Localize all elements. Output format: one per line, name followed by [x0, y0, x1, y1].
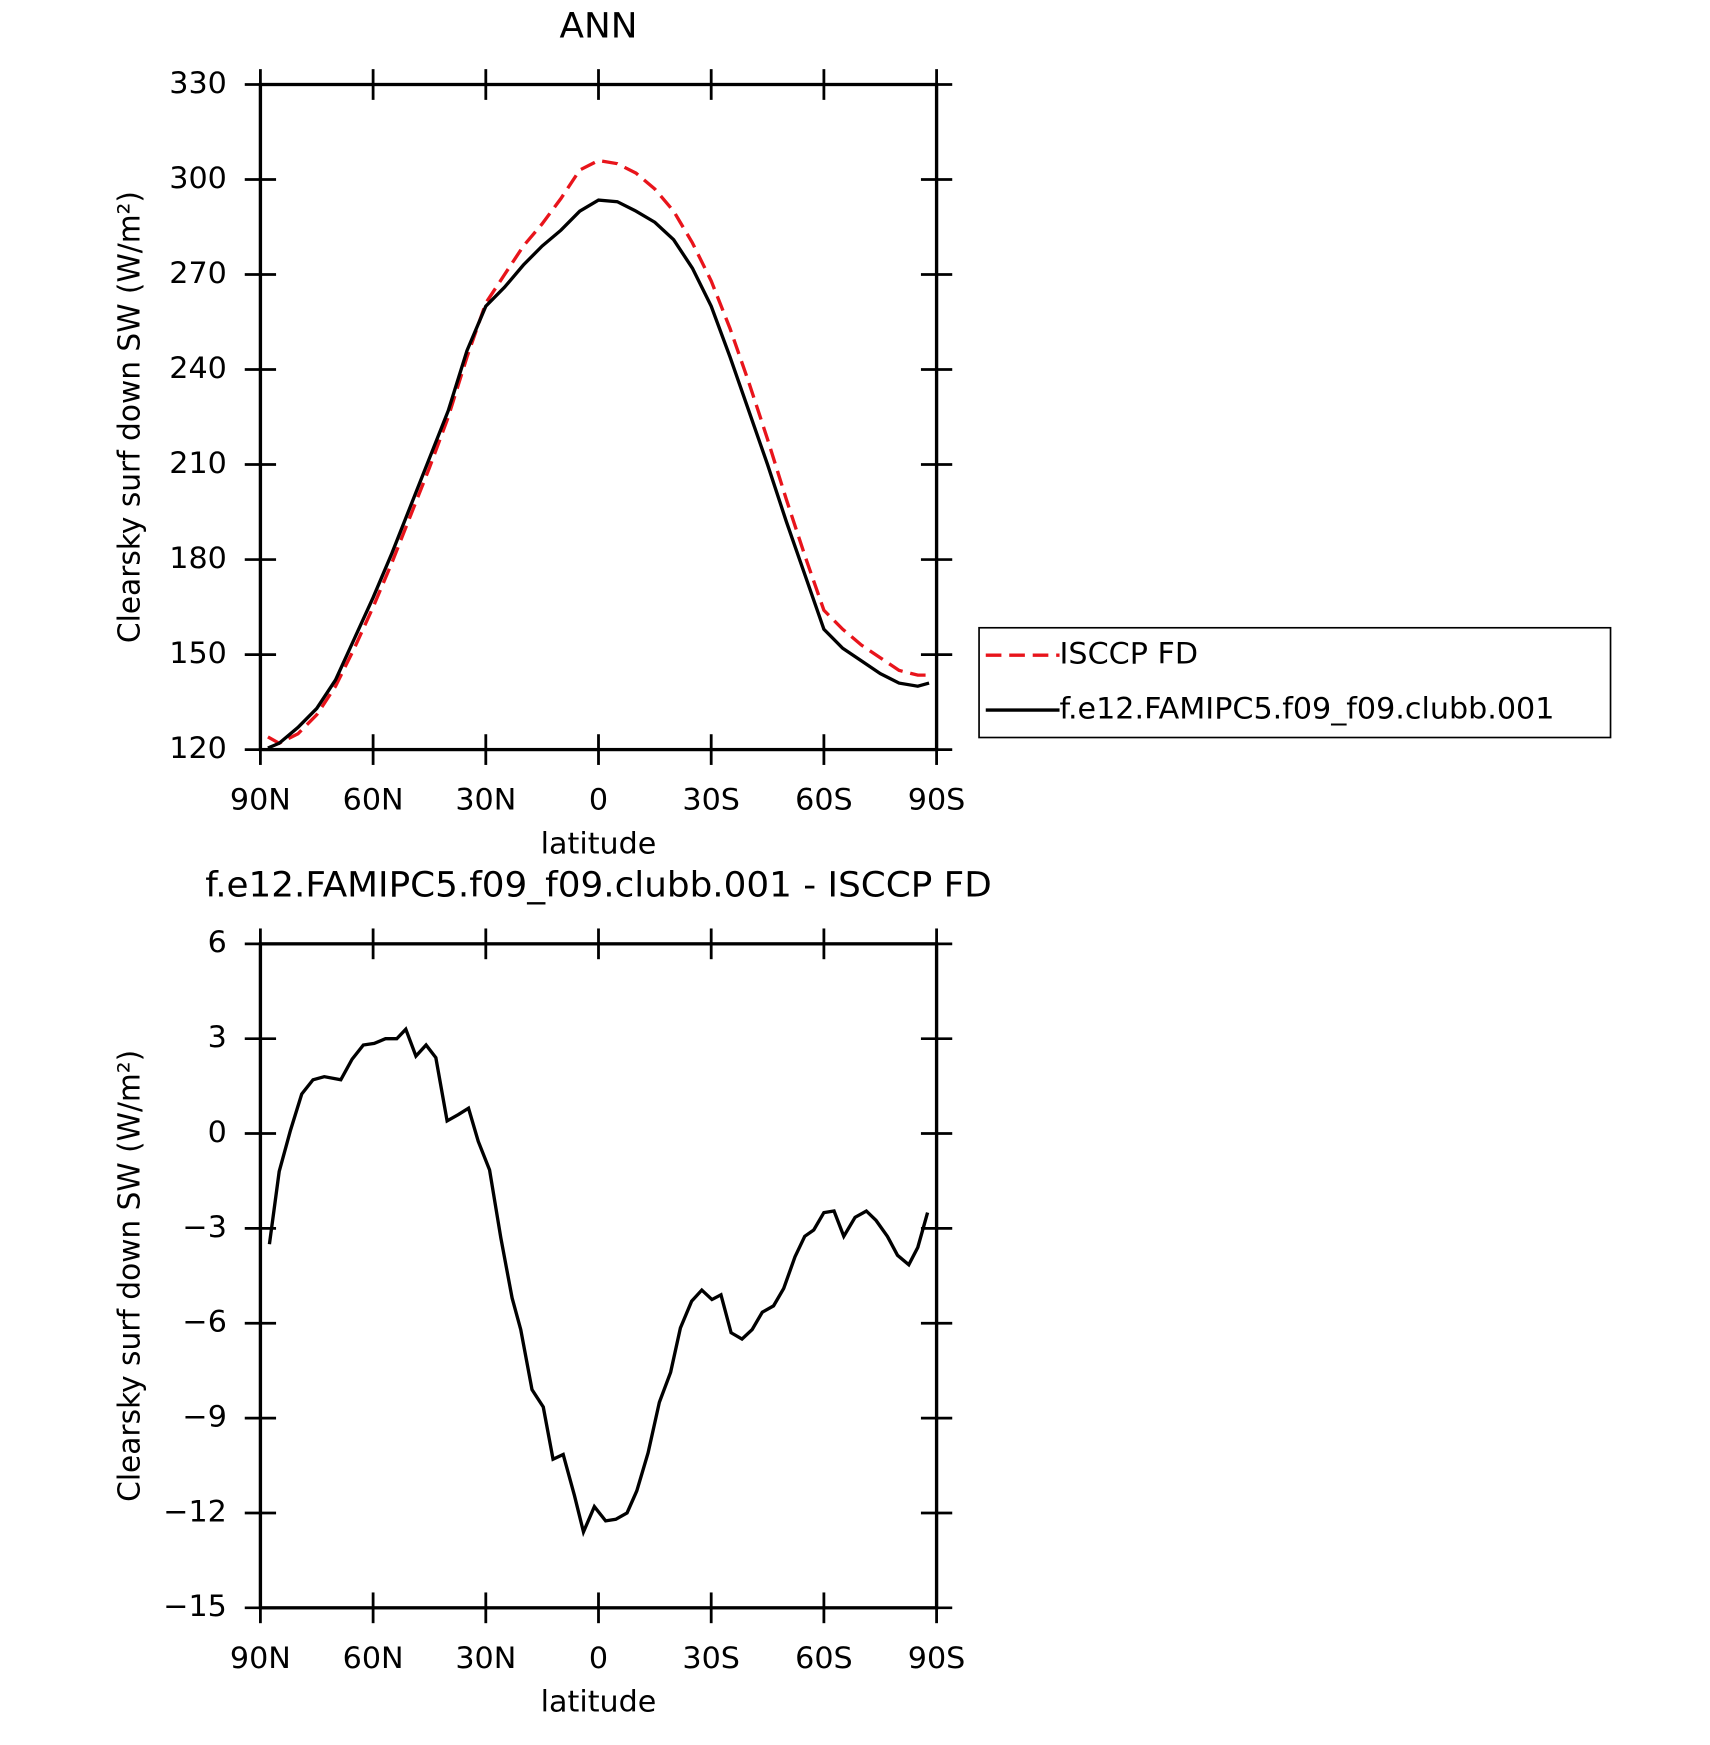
y-axis-label: Clearsky surf down SW (W/m²)	[112, 1050, 147, 1502]
legend-label: ISCCP FD	[1060, 637, 1199, 672]
x-tick-label: 0	[589, 1641, 608, 1676]
y-tick-label: 3	[208, 1020, 227, 1055]
x-tick-label: 60N	[343, 783, 404, 818]
x-tick-label: 90S	[908, 1641, 966, 1676]
data-line	[267, 198, 930, 750]
y-tick-label: −3	[182, 1210, 226, 1245]
plot-frame	[258, 942, 939, 1610]
y-tick-label: 0	[208, 1115, 227, 1150]
x-tick-label: 30S	[682, 1641, 740, 1676]
x-tick-label: 90N	[230, 1641, 291, 1676]
x-tick-label: 30N	[455, 1641, 516, 1676]
chart-title: ANN	[560, 6, 638, 47]
x-tick-label: 60S	[795, 1641, 853, 1676]
legend: ISCCP FD f.e12.FAMIPC5.f09_f09.clubb.001	[978, 626, 1612, 739]
y-tick-label: 210	[169, 446, 227, 481]
data-line	[267, 158, 930, 746]
y-tick-label: 330	[169, 66, 227, 101]
x-tick-label: 60N	[343, 1641, 404, 1676]
y-tick-label: −6	[182, 1305, 226, 1340]
chart-title: f.e12.FAMIPC5.f09_f09.clubb.001 - ISCCP …	[205, 865, 992, 906]
x-tick-label: 90N	[230, 783, 291, 818]
y-tick-label: −9	[182, 1400, 226, 1435]
legend-box	[978, 626, 1612, 739]
y-tick-label: 240	[169, 351, 227, 386]
x-tick-label: 30N	[455, 783, 516, 818]
x-tick-label: 90S	[908, 783, 966, 818]
x-axis-label: latitude	[541, 827, 657, 862]
y-tick-label: −12	[163, 1495, 227, 1530]
y-tick-label: 150	[169, 636, 227, 671]
y-tick-label: 300	[169, 161, 227, 196]
x-tick-label: 0	[589, 783, 608, 818]
y-tick-label: 180	[169, 541, 227, 576]
y-axis-label: Clearsky surf down SW (W/m²)	[112, 191, 147, 643]
data-line	[267, 1026, 930, 1538]
y-tick-label: −15	[163, 1589, 227, 1624]
y-tick-label: 270	[169, 256, 227, 291]
plot-frame	[258, 82, 939, 752]
legend-label: f.e12.FAMIPC5.f09_f09.clubb.001	[1060, 692, 1555, 727]
x-axis-label: latitude	[541, 1685, 657, 1720]
y-tick-label: 120	[169, 731, 227, 766]
x-tick-label: 60S	[795, 783, 853, 818]
x-tick-label: 30S	[682, 783, 740, 818]
y-tick-label: 6	[208, 926, 227, 961]
